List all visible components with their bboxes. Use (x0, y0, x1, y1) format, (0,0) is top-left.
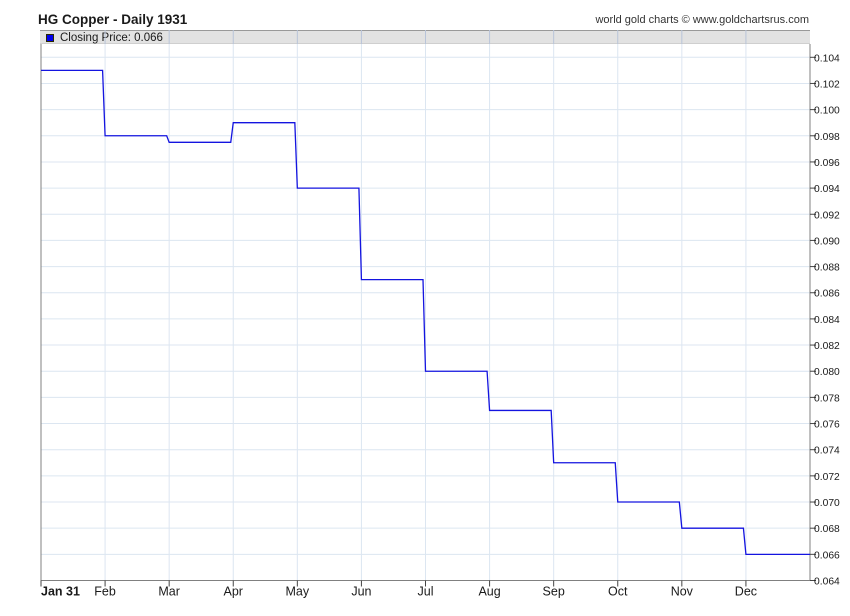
svg-text:Oct: Oct (608, 585, 628, 599)
svg-text:0.066: 0.066 (814, 550, 840, 561)
svg-text:0.064: 0.064 (814, 577, 840, 588)
svg-text:0.072: 0.072 (814, 472, 840, 483)
svg-text:Mar: Mar (158, 585, 180, 599)
svg-text:0.088: 0.088 (814, 263, 840, 274)
svg-text:0.092: 0.092 (814, 210, 840, 221)
svg-text:0.084: 0.084 (814, 315, 840, 326)
svg-text:Dec: Dec (735, 585, 757, 599)
svg-text:0.086: 0.086 (814, 289, 840, 300)
svg-text:0.102: 0.102 (814, 79, 840, 90)
svg-text:0.070: 0.070 (814, 498, 840, 509)
svg-text:0.068: 0.068 (814, 524, 840, 535)
svg-text:May: May (286, 585, 310, 599)
svg-text:Feb: Feb (94, 585, 116, 599)
svg-text:0.096: 0.096 (814, 158, 840, 169)
svg-text:0.094: 0.094 (814, 184, 840, 195)
svg-text:0.080: 0.080 (814, 367, 840, 378)
svg-text:Jul: Jul (418, 585, 434, 599)
svg-text:0.074: 0.074 (814, 446, 840, 457)
svg-text:Jan 31: Jan 31 (41, 585, 80, 599)
svg-text:Nov: Nov (671, 585, 694, 599)
svg-text:0.090: 0.090 (814, 236, 840, 247)
svg-text:Apr: Apr (224, 585, 243, 599)
svg-text:0.078: 0.078 (814, 393, 840, 404)
svg-text:Aug: Aug (478, 585, 500, 599)
svg-text:Jun: Jun (351, 585, 371, 599)
svg-text:0.098: 0.098 (814, 132, 840, 143)
svg-text:0.104: 0.104 (814, 53, 840, 64)
svg-text:0.100: 0.100 (814, 106, 840, 117)
svg-text:Sep: Sep (543, 585, 565, 599)
svg-text:0.076: 0.076 (814, 420, 840, 431)
svg-text:0.082: 0.082 (814, 341, 840, 352)
